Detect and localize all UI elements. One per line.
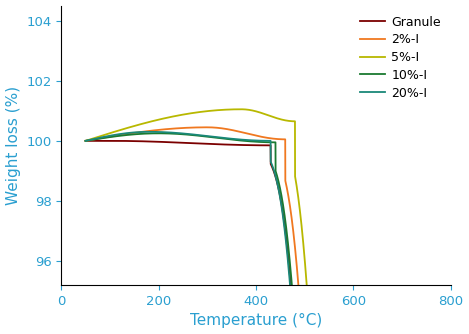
Granule (239, 143, 244, 147)
10%-I (239, 139, 244, 143)
2%-I (83, 139, 88, 143)
5%-I (239, 107, 244, 111)
5%-I (146, 120, 151, 124)
5%-I (124, 126, 130, 130)
2%-I (204, 125, 210, 129)
Granule (124, 139, 130, 143)
Line: 10%-I: 10%-I (85, 133, 451, 334)
Granule (146, 140, 151, 144)
10%-I (124, 133, 130, 137)
X-axis label: Temperature (°C): Temperature (°C) (190, 313, 322, 328)
Line: Granule: Granule (85, 141, 451, 334)
5%-I (223, 108, 228, 112)
Y-axis label: Weight loss (%): Weight loss (%) (6, 86, 21, 205)
2%-I (223, 127, 228, 131)
Granule (223, 143, 228, 147)
Legend: Granule, 2%-I, 5%-I, 10%-I, 20%-I: Granule, 2%-I, 5%-I, 10%-I, 20%-I (356, 12, 445, 103)
Granule (83, 139, 88, 143)
10%-I (83, 139, 88, 143)
2%-I (146, 129, 151, 133)
10%-I (156, 131, 161, 135)
Line: 2%-I: 2%-I (85, 127, 451, 334)
10%-I (223, 137, 228, 141)
5%-I (83, 139, 88, 143)
5%-I (239, 107, 244, 111)
20%-I (239, 138, 244, 142)
20%-I (146, 130, 152, 134)
20%-I (83, 139, 88, 143)
20%-I (146, 130, 151, 134)
10%-I (146, 132, 151, 136)
2%-I (239, 130, 244, 134)
20%-I (124, 131, 130, 135)
2%-I (124, 132, 130, 136)
20%-I (223, 136, 228, 140)
Line: 20%-I: 20%-I (85, 132, 451, 334)
Line: 5%-I: 5%-I (85, 109, 451, 334)
